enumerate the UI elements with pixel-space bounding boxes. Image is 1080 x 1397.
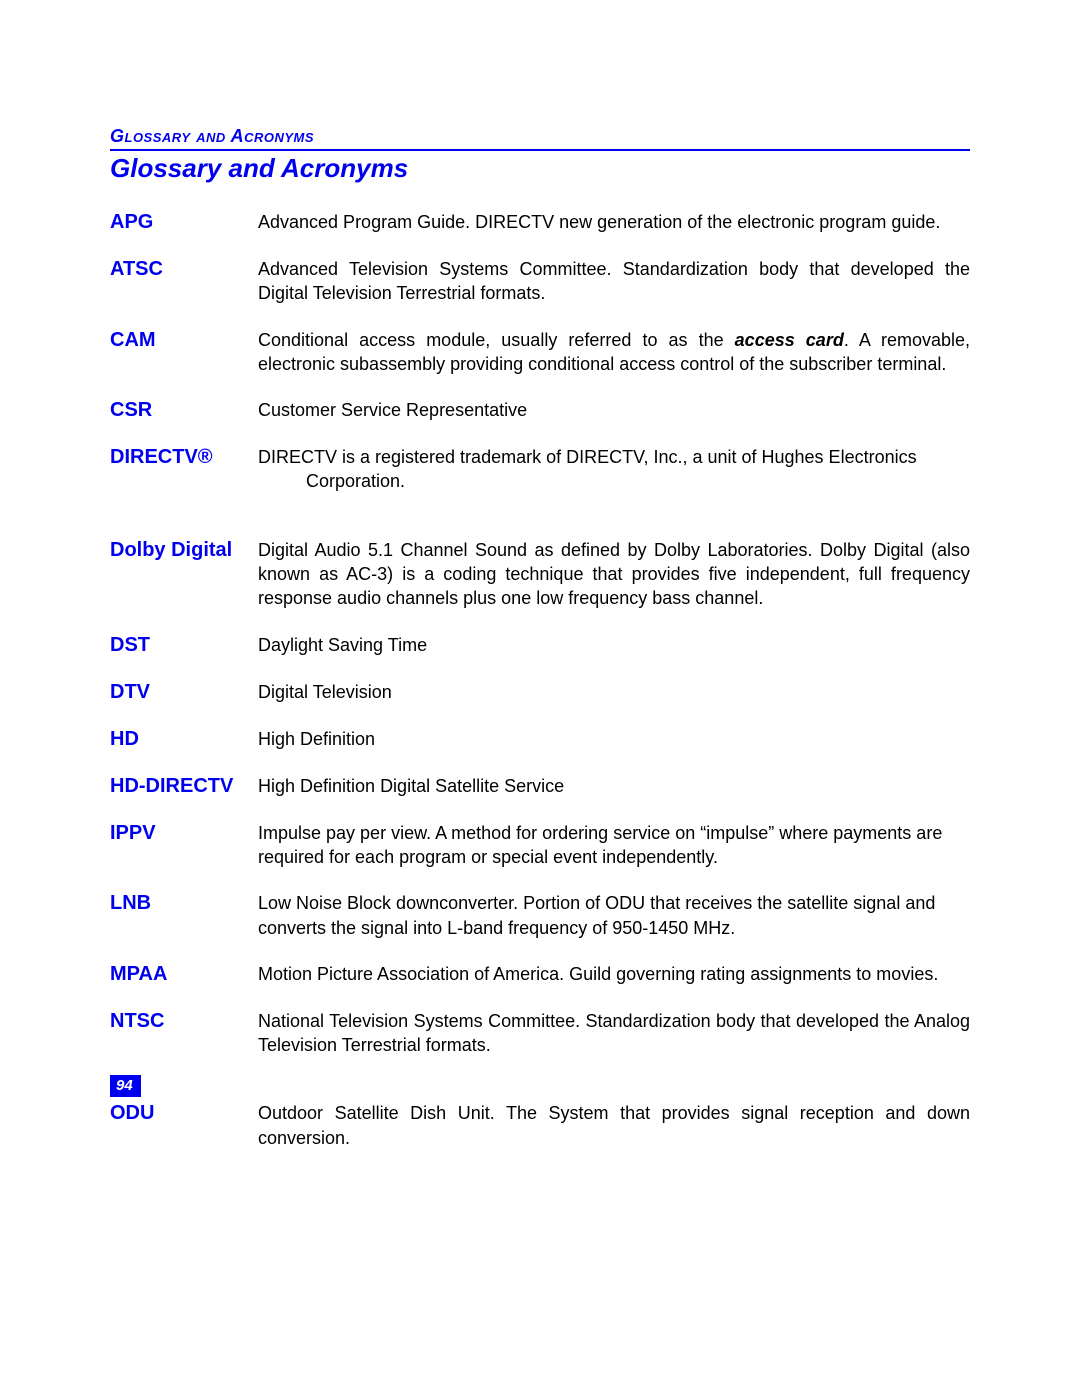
glossary-term: APG	[110, 210, 258, 235]
glossary-term: HD	[110, 727, 258, 752]
definition-continuation: Corporation.	[258, 469, 970, 493]
glossary-term: IPPV	[110, 821, 258, 846]
glossary-list: APGAdvanced Program Guide. DIRECTV new g…	[110, 210, 970, 1150]
definition-text: DIRECTV is a registered trademark of DIR…	[258, 447, 917, 467]
glossary-term: DST	[110, 633, 258, 658]
definition-text: Conditional access module, usually refer…	[258, 330, 735, 350]
glossary-entry: NTSCNational Television Systems Committe…	[110, 1009, 970, 1058]
glossary-definition: Impulse pay per view. A method for order…	[258, 821, 970, 870]
glossary-term: NTSC	[110, 1009, 258, 1034]
glossary-definition: High Definition	[258, 727, 970, 751]
glossary-definition: Advanced Program Guide. DIRECTV new gene…	[258, 210, 970, 234]
glossary-definition: Low Noise Block downconverter. Portion o…	[258, 891, 970, 940]
definition-emphasis: access card	[735, 330, 844, 350]
glossary-term: LNB	[110, 891, 258, 916]
glossary-definition: Advanced Television Systems Committee. S…	[258, 257, 970, 306]
glossary-entry: HD-DIRECTVHigh Definition Digital Satell…	[110, 774, 970, 799]
glossary-term: CAM	[110, 328, 258, 353]
glossary-term: DIRECTV®	[110, 445, 258, 470]
glossary-entry: DIRECTV®DIRECTV is a registered trademar…	[110, 445, 970, 494]
glossary-entry: IPPVImpulse pay per view. A method for o…	[110, 821, 970, 870]
glossary-term: HD-DIRECTV	[110, 774, 258, 799]
glossary-entry: Dolby DigitalDigital Audio 5.1 Channel S…	[110, 538, 970, 611]
section-title: Glossary and Acronyms	[110, 153, 970, 184]
glossary-definition: Conditional access module, usually refer…	[258, 328, 970, 377]
glossary-term: CSR	[110, 398, 258, 423]
glossary-definition: National Television Systems Committee. S…	[258, 1009, 970, 1058]
glossary-entry: LNBLow Noise Block downconverter. Portio…	[110, 891, 970, 940]
glossary-term: ATSC	[110, 257, 258, 282]
glossary-term: Dolby Digital	[110, 538, 258, 563]
glossary-entry: CSRCustomer Service Representative	[110, 398, 970, 423]
glossary-definition: Motion Picture Association of America. G…	[258, 962, 970, 986]
glossary-term: MPAA	[110, 962, 258, 987]
glossary-term: DTV	[110, 680, 258, 705]
glossary-entry: HDHigh Definition	[110, 727, 970, 752]
glossary-entry: ODUOutdoor Satellite Dish Unit. The Syst…	[110, 1101, 970, 1150]
glossary-definition: Customer Service Representative	[258, 398, 970, 422]
section-header-label: Glossary and Acronyms	[110, 126, 970, 151]
page-number-badge: 94	[110, 1075, 141, 1097]
glossary-entry: DSTDaylight Saving Time	[110, 633, 970, 658]
glossary-entry: DTVDigital Television	[110, 680, 970, 705]
glossary-entry: APGAdvanced Program Guide. DIRECTV new g…	[110, 210, 970, 235]
glossary-definition: Daylight Saving Time	[258, 633, 970, 657]
document-page: Glossary and Acronyms Glossary and Acron…	[0, 0, 1080, 1397]
glossary-definition: Digital Television	[258, 680, 970, 704]
glossary-definition: Outdoor Satellite Dish Unit. The System …	[258, 1101, 970, 1150]
glossary-term: ODU	[110, 1101, 258, 1126]
glossary-definition: Digital Audio 5.1 Channel Sound as defin…	[258, 538, 970, 611]
glossary-entry: ATSCAdvanced Television Systems Committe…	[110, 257, 970, 306]
glossary-entry: MPAAMotion Picture Association of Americ…	[110, 962, 970, 987]
glossary-entry: CAMConditional access module, usually re…	[110, 328, 970, 377]
glossary-definition: DIRECTV is a registered trademark of DIR…	[258, 445, 970, 494]
glossary-definition: High Definition Digital Satellite Servic…	[258, 774, 970, 798]
